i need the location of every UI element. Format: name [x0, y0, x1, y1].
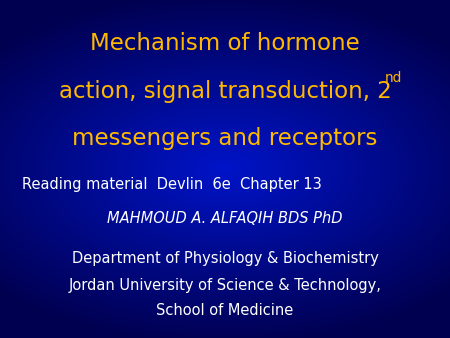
Text: Department of Physiology & Biochemistry: Department of Physiology & Biochemistry [72, 251, 378, 266]
Text: nd: nd [385, 71, 403, 86]
Text: School of Medicine: School of Medicine [157, 304, 293, 318]
Text: Mechanism of hormone: Mechanism of hormone [90, 32, 360, 55]
Text: action, signal transduction, 2: action, signal transduction, 2 [58, 80, 392, 103]
Text: Reading material  Devlin  6e  Chapter 13: Reading material Devlin 6e Chapter 13 [22, 177, 322, 192]
Text: messengers and receptors: messengers and receptors [72, 127, 378, 150]
Text: Jordan University of Science & Technology,: Jordan University of Science & Technolog… [68, 278, 382, 293]
Text: MAHMOUD A. ALFAQIH BDS PhD: MAHMOUD A. ALFAQIH BDS PhD [107, 211, 343, 225]
